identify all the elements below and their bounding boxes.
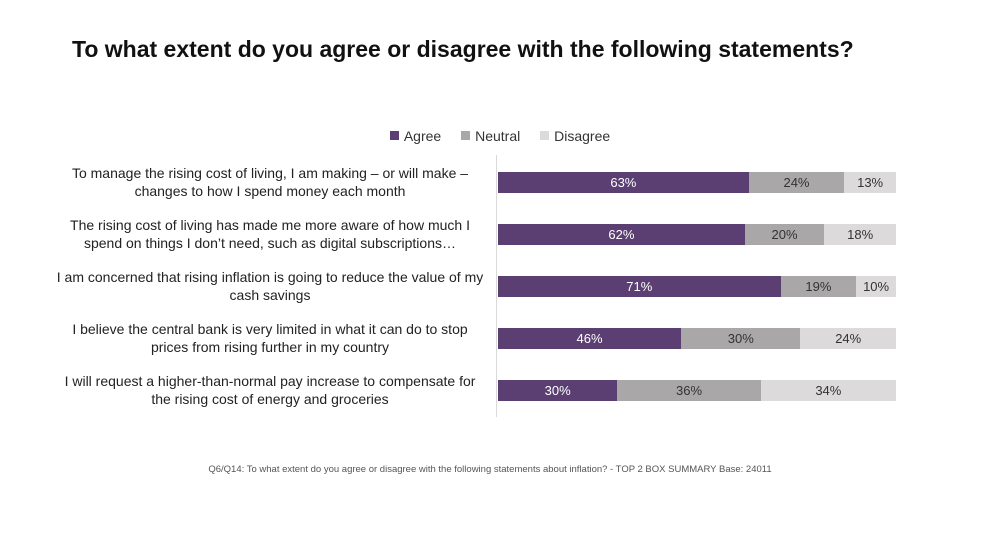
legend-item-agree: Agree [389,127,442,144]
bar-segment-disagree [824,223,896,245]
bar-segment-disagree [844,171,896,193]
category-label: I believe the central bank is very limit… [72,321,468,355]
data-label-neutral: 20% [771,226,798,242]
footnote: Q6/Q14: To what extent do you agree or d… [208,464,772,475]
legend-swatch-neutral [461,131,471,140]
data-label-agree: 46% [576,330,603,346]
bar-segment-neutral [780,275,857,297]
bar-segment-disagree [856,275,896,297]
category-axis-line [496,155,497,417]
legend-swatch-agree [389,131,399,140]
legend-label-disagree: Disagree [554,127,611,144]
data-label-neutral: 19% [805,278,832,294]
chart-title: To what extent do you agree or disagree … [72,36,854,62]
category-label: To manage the rising cost of living, I a… [71,165,469,199]
category-label: The rising cost of living has made me mo… [70,217,470,251]
data-label-agree: 62% [608,226,635,242]
data-label-disagree: 18% [847,226,874,242]
bar-segment-disagree [760,379,896,401]
data-label-neutral: 36% [676,382,703,398]
bar-segment-disagree [800,327,896,349]
bar-segment-neutral [748,171,845,193]
data-label-agree: 71% [626,278,653,294]
category-label: I will request a higher-than-normal pay … [64,373,476,407]
bar-segment-agree [498,379,618,401]
bar-segment-agree [498,223,745,245]
data-label-disagree: 10% [863,278,890,294]
data-label-neutral: 24% [783,174,810,190]
data-label-agree: 63% [610,174,637,190]
data-label-disagree: 24% [835,330,862,346]
data-label-disagree: 34% [815,382,842,398]
bar-segment-neutral [744,223,825,245]
bar-segment-agree [498,327,682,349]
bar-segment-agree [498,171,749,193]
legend-swatch-disagree [540,131,550,140]
legend: Agree Neutral Disagree [0,127,1000,144]
legend-item-neutral: Neutral [461,128,520,144]
data-label-disagree: 13% [857,174,884,190]
legend-label-neutral: Neutral [475,127,521,144]
category-label: I am concerned that rising inflation is … [56,269,484,303]
bar-segment-agree [498,275,781,297]
data-label-neutral: 30% [727,330,754,346]
bar-segment-neutral [617,379,761,401]
legend-label-agree: Agree [403,127,442,144]
legend-item-disagree: Disagree [540,128,610,144]
data-label-agree: 30% [544,382,571,398]
bar-segment-neutral [681,327,801,349]
